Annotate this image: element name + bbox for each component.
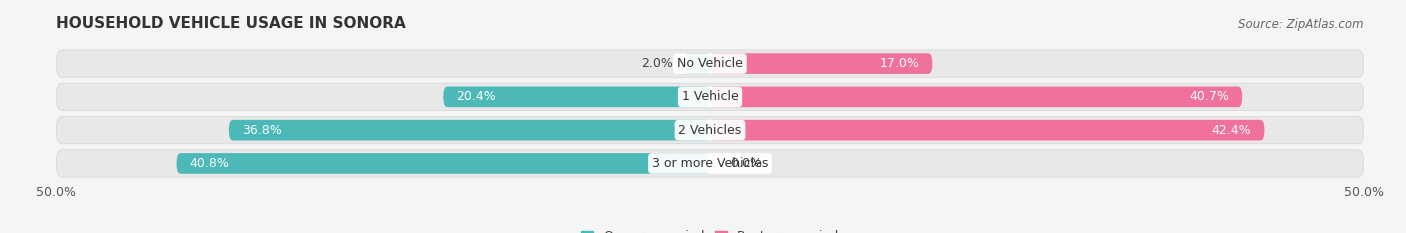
Text: 17.0%: 17.0% — [879, 57, 920, 70]
Text: 0.0%: 0.0% — [730, 157, 762, 170]
FancyBboxPatch shape — [710, 86, 1243, 107]
Text: 2.0%: 2.0% — [641, 57, 673, 70]
Text: 40.8%: 40.8% — [190, 157, 229, 170]
Text: No Vehicle: No Vehicle — [678, 57, 742, 70]
FancyBboxPatch shape — [710, 120, 1264, 140]
FancyBboxPatch shape — [56, 50, 1364, 77]
FancyBboxPatch shape — [229, 120, 710, 140]
Text: 42.4%: 42.4% — [1212, 124, 1251, 137]
Text: Source: ZipAtlas.com: Source: ZipAtlas.com — [1239, 18, 1364, 31]
FancyBboxPatch shape — [177, 153, 710, 174]
Text: 36.8%: 36.8% — [242, 124, 281, 137]
FancyBboxPatch shape — [443, 86, 710, 107]
Text: 3 or more Vehicles: 3 or more Vehicles — [652, 157, 768, 170]
FancyBboxPatch shape — [710, 53, 932, 74]
FancyBboxPatch shape — [56, 150, 1364, 177]
Text: 1 Vehicle: 1 Vehicle — [682, 90, 738, 103]
Legend: Owner-occupied, Renter-occupied: Owner-occupied, Renter-occupied — [575, 225, 845, 233]
Text: 20.4%: 20.4% — [457, 90, 496, 103]
Text: 2 Vehicles: 2 Vehicles — [679, 124, 741, 137]
Text: HOUSEHOLD VEHICLE USAGE IN SONORA: HOUSEHOLD VEHICLE USAGE IN SONORA — [56, 16, 406, 31]
FancyBboxPatch shape — [56, 116, 1364, 144]
FancyBboxPatch shape — [683, 53, 710, 74]
FancyBboxPatch shape — [56, 83, 1364, 110]
Text: 40.7%: 40.7% — [1189, 90, 1229, 103]
